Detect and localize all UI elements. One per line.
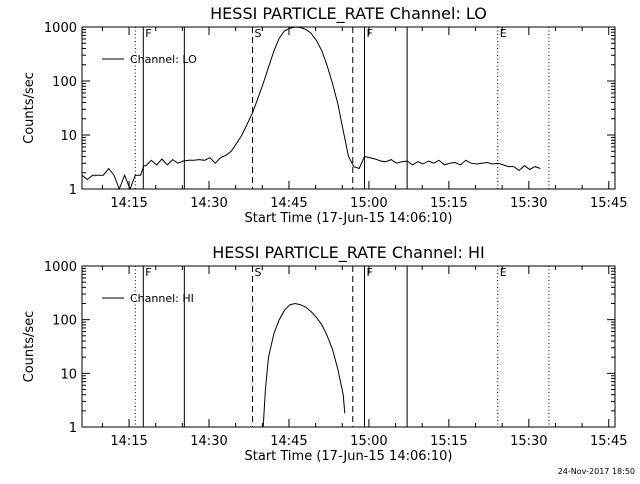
x-tick-label: 14:30 <box>190 196 227 211</box>
event-marker-label: E <box>500 27 507 40</box>
x-tick-label: 15:30 <box>510 196 547 211</box>
x-tick-label: 14:15 <box>110 434 147 449</box>
y-tick-label: 100 <box>52 75 77 90</box>
event-marker-label: F <box>145 27 151 40</box>
x-axis-label: Start Time (17-Jun-15 14:06:10) <box>245 449 453 464</box>
x-tick-label: 15:45 <box>590 196 627 211</box>
plot-frame <box>81 26 616 190</box>
event-marker-label: F <box>145 266 151 279</box>
y-tick-label: 1 <box>69 421 77 436</box>
series-line-lo <box>81 26 541 191</box>
event-marker-label: E <box>500 266 507 279</box>
y-tick-label: 1000 <box>44 21 77 36</box>
x-tick-label: 14:30 <box>190 434 227 449</box>
y-axis-label: Counts/sec <box>22 72 37 144</box>
x-tick-label: 15:00 <box>350 434 387 449</box>
y-tick-label: 1000 <box>44 260 77 275</box>
series-line-hi <box>262 302 346 428</box>
legend-label: Channel: LO <box>130 53 197 66</box>
footer-timestamp: 24-Nov-2017 18:50 <box>558 467 635 476</box>
lo-channel-panel: HESSI PARTICLE_RATE Channel: LO F S F E 1 10 10… <box>22 4 627 226</box>
x-tick-label: 15:30 <box>510 434 547 449</box>
event-marker-label: F <box>366 27 372 40</box>
y-tick-label: 10 <box>60 129 77 144</box>
x-tick-label: 15:15 <box>430 434 467 449</box>
event-marker-label: S <box>255 27 262 40</box>
y-tick-label: 10 <box>60 367 77 382</box>
event-marker-label: F <box>366 266 372 279</box>
hi-channel-panel: HESSI PARTICLE_RATE Channel: HI F S F E 1 10 10… <box>22 243 627 464</box>
legend-label: Channel: HI <box>130 292 194 305</box>
chart-title: HESSI PARTICLE_RATE Channel: HI <box>212 243 485 263</box>
x-tick-label: 14:45 <box>270 196 307 211</box>
y-tick-label: 100 <box>52 314 77 329</box>
event-marker-label: S <box>255 266 262 279</box>
y-tick-label: 1 <box>69 183 77 198</box>
x-tick-label: 15:15 <box>430 196 467 211</box>
chart-title: HESSI PARTICLE_RATE Channel: LO <box>210 4 487 24</box>
x-axis-label: Start Time (17-Jun-15 14:06:10) <box>245 211 453 226</box>
x-tick-label: 14:15 <box>110 196 147 211</box>
x-tick-label: 15:45 <box>590 434 627 449</box>
x-tick-label: 14:45 <box>270 434 307 449</box>
x-tick-label: 15:00 <box>350 196 387 211</box>
plot-frame <box>81 265 616 428</box>
y-axis-label: Counts/sec <box>22 311 37 383</box>
